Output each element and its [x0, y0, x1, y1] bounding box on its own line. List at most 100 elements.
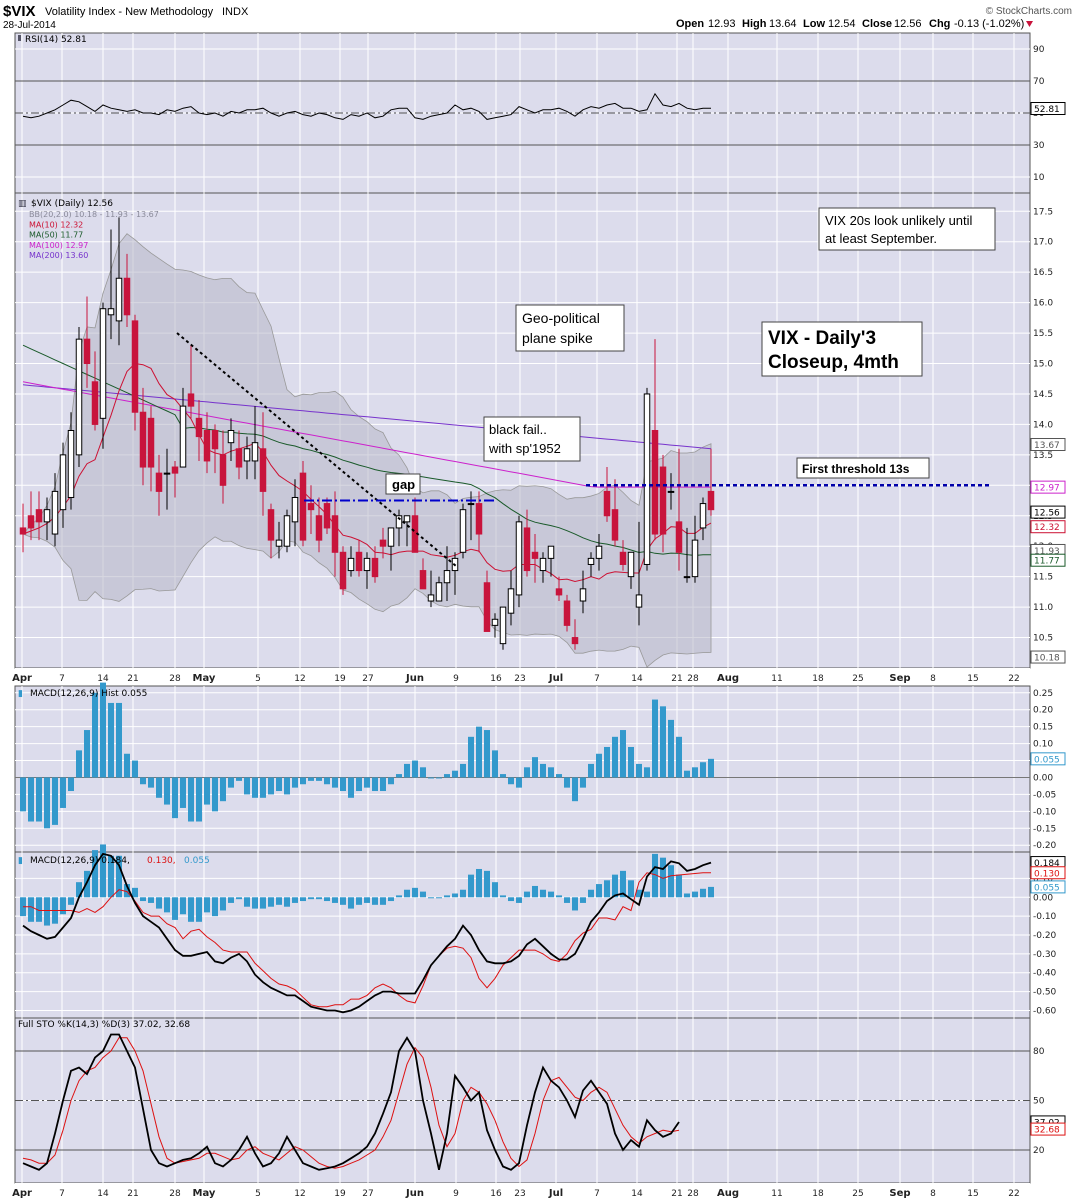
macd-hist-bar [108, 702, 114, 778]
candle-up [227, 430, 235, 444]
candle-down [379, 539, 387, 547]
macd-hist-bar [532, 757, 538, 778]
x-tick-label: 15 [967, 1189, 978, 1199]
macd-hist-bar [316, 777, 322, 781]
y-tick-label: -0.30 [1033, 950, 1057, 960]
price-legend-line: MA(50) 11.77 [29, 231, 83, 240]
macd-hist-bar [44, 777, 50, 829]
macd-hist-bar [636, 763, 642, 778]
y-tick-label: -0.05 [1033, 790, 1056, 800]
macd-hist-bar [396, 774, 402, 778]
candle-down [475, 503, 483, 535]
annotation-line-1: VIX 20s look unlikely until [825, 213, 973, 228]
price-legend-line: MA(100) 12.97 [29, 241, 88, 250]
annotation-black-fail: black fail.. with sp'1952 [483, 416, 581, 462]
high-label: High [742, 18, 767, 30]
annotation-gap: gap [385, 473, 421, 495]
x-tick-label: 25 [852, 674, 863, 684]
annotation-line-2: Closeup, 4mth [768, 352, 899, 373]
macd-panel-hist-bar [596, 884, 602, 898]
macd-panel-hist-bar [668, 865, 674, 898]
sto-d-value-tag-box [1030, 1122, 1066, 1136]
candle-up [243, 448, 251, 462]
macd-hist-bar [676, 736, 682, 778]
macd-panel-hist-bar [268, 897, 274, 907]
rsi-line [22, 92, 711, 120]
x-tick-label: 28 [687, 1189, 699, 1199]
macd-hist-bar [356, 777, 362, 792]
y-tick-label: -0.20 [1033, 931, 1057, 941]
macd-hist-bar [156, 777, 162, 798]
x-tick-label: 23 [514, 1189, 525, 1199]
open-label: Open [676, 18, 704, 30]
macd-hist-bar [644, 767, 650, 778]
macd-panel-hist-bar [604, 880, 610, 898]
macd-hist-bar [172, 777, 178, 819]
macd-panel-hist-bar [292, 897, 298, 903]
macd-panel-hist-bar [236, 897, 242, 900]
candle-down [659, 466, 667, 535]
macd-value-tag: 0.184 [1034, 859, 1060, 869]
macd-panel-hist-bar [684, 893, 690, 898]
x-tick-label: 22 [1008, 674, 1019, 684]
macd-legend-hist: 0.055 [184, 856, 210, 866]
low-value: 12.54 [828, 18, 856, 30]
annotation-box [515, 304, 625, 352]
y-tick-label: 14.5 [1033, 390, 1053, 400]
x-tick-label: 7 [594, 1189, 600, 1199]
y-tick-label: 70 [1033, 77, 1045, 87]
annotation-box [818, 207, 996, 251]
macd-panel-hist-bar [692, 891, 698, 898]
candle-down [83, 338, 91, 365]
candle-down [27, 515, 35, 529]
candle-up [107, 308, 115, 316]
macd-panel-hist-bar [436, 897, 442, 899]
macd-panel-hist-bar [180, 897, 186, 915]
macd-panel-hist-bar [588, 889, 594, 898]
macd-hist-bar [60, 777, 66, 808]
macd-hist-bar [76, 750, 82, 778]
macd-hist-bar [332, 777, 338, 788]
candle-down [267, 509, 275, 541]
annotation-box [796, 457, 930, 479]
macd-hist-bar [700, 762, 706, 778]
sto-k-line [22, 1033, 680, 1171]
candle-down [315, 515, 323, 541]
macd-panel-hist-bar [484, 870, 490, 898]
candle-down [531, 551, 539, 559]
x-tick-label: 21 [127, 674, 138, 684]
macd-hist-bar [324, 777, 330, 785]
macd-hist-bar [340, 777, 346, 792]
candle-down [571, 637, 579, 645]
macd-panel-hist-bar [100, 844, 106, 898]
candle-down [219, 454, 227, 486]
macd-panel-hist-bar [500, 895, 506, 898]
x-tick-label: 8 [930, 674, 936, 684]
candle-down [675, 521, 683, 553]
macd-panel-hist-bar [196, 897, 202, 922]
y-tick-label: 80 [1033, 1047, 1045, 1057]
macd-panel-hist-bar [148, 897, 154, 903]
annotation-title: VIX - Daily'3 Closeup, 4mth [761, 321, 923, 377]
candle-up [395, 515, 403, 529]
x-tick-label: 21 [671, 674, 682, 684]
candle-down [187, 393, 195, 407]
macd-panel-hist-bar [244, 897, 250, 907]
downtrend-line [176, 332, 457, 567]
macd-hist-bar [268, 777, 274, 795]
chart-labels: 90 70 50 30 10 17.5 17.0 16.5 16.0 15.5 15.0 14.5 14… [12, 45, 1066, 1199]
y-tick-label: 17.5 [1033, 207, 1053, 217]
macd-hist-bar [620, 730, 626, 778]
candle-down [339, 551, 347, 590]
macd-hist-bar [412, 760, 418, 778]
y-tick-label: 10.5 [1033, 634, 1053, 644]
y-tick-label: 15.0 [1033, 360, 1053, 370]
candle-up [427, 594, 435, 602]
macd-hist-bar [28, 777, 34, 822]
macd-hist-bar [100, 682, 106, 778]
price-value-tag: 10.18 [1034, 654, 1060, 664]
macd-panel-hist-bar [404, 889, 410, 898]
rsi-legend-text: RSI(14) 52.81 [25, 35, 87, 45]
x-tick-label: 14 [97, 1189, 109, 1199]
candle-down [323, 503, 331, 529]
